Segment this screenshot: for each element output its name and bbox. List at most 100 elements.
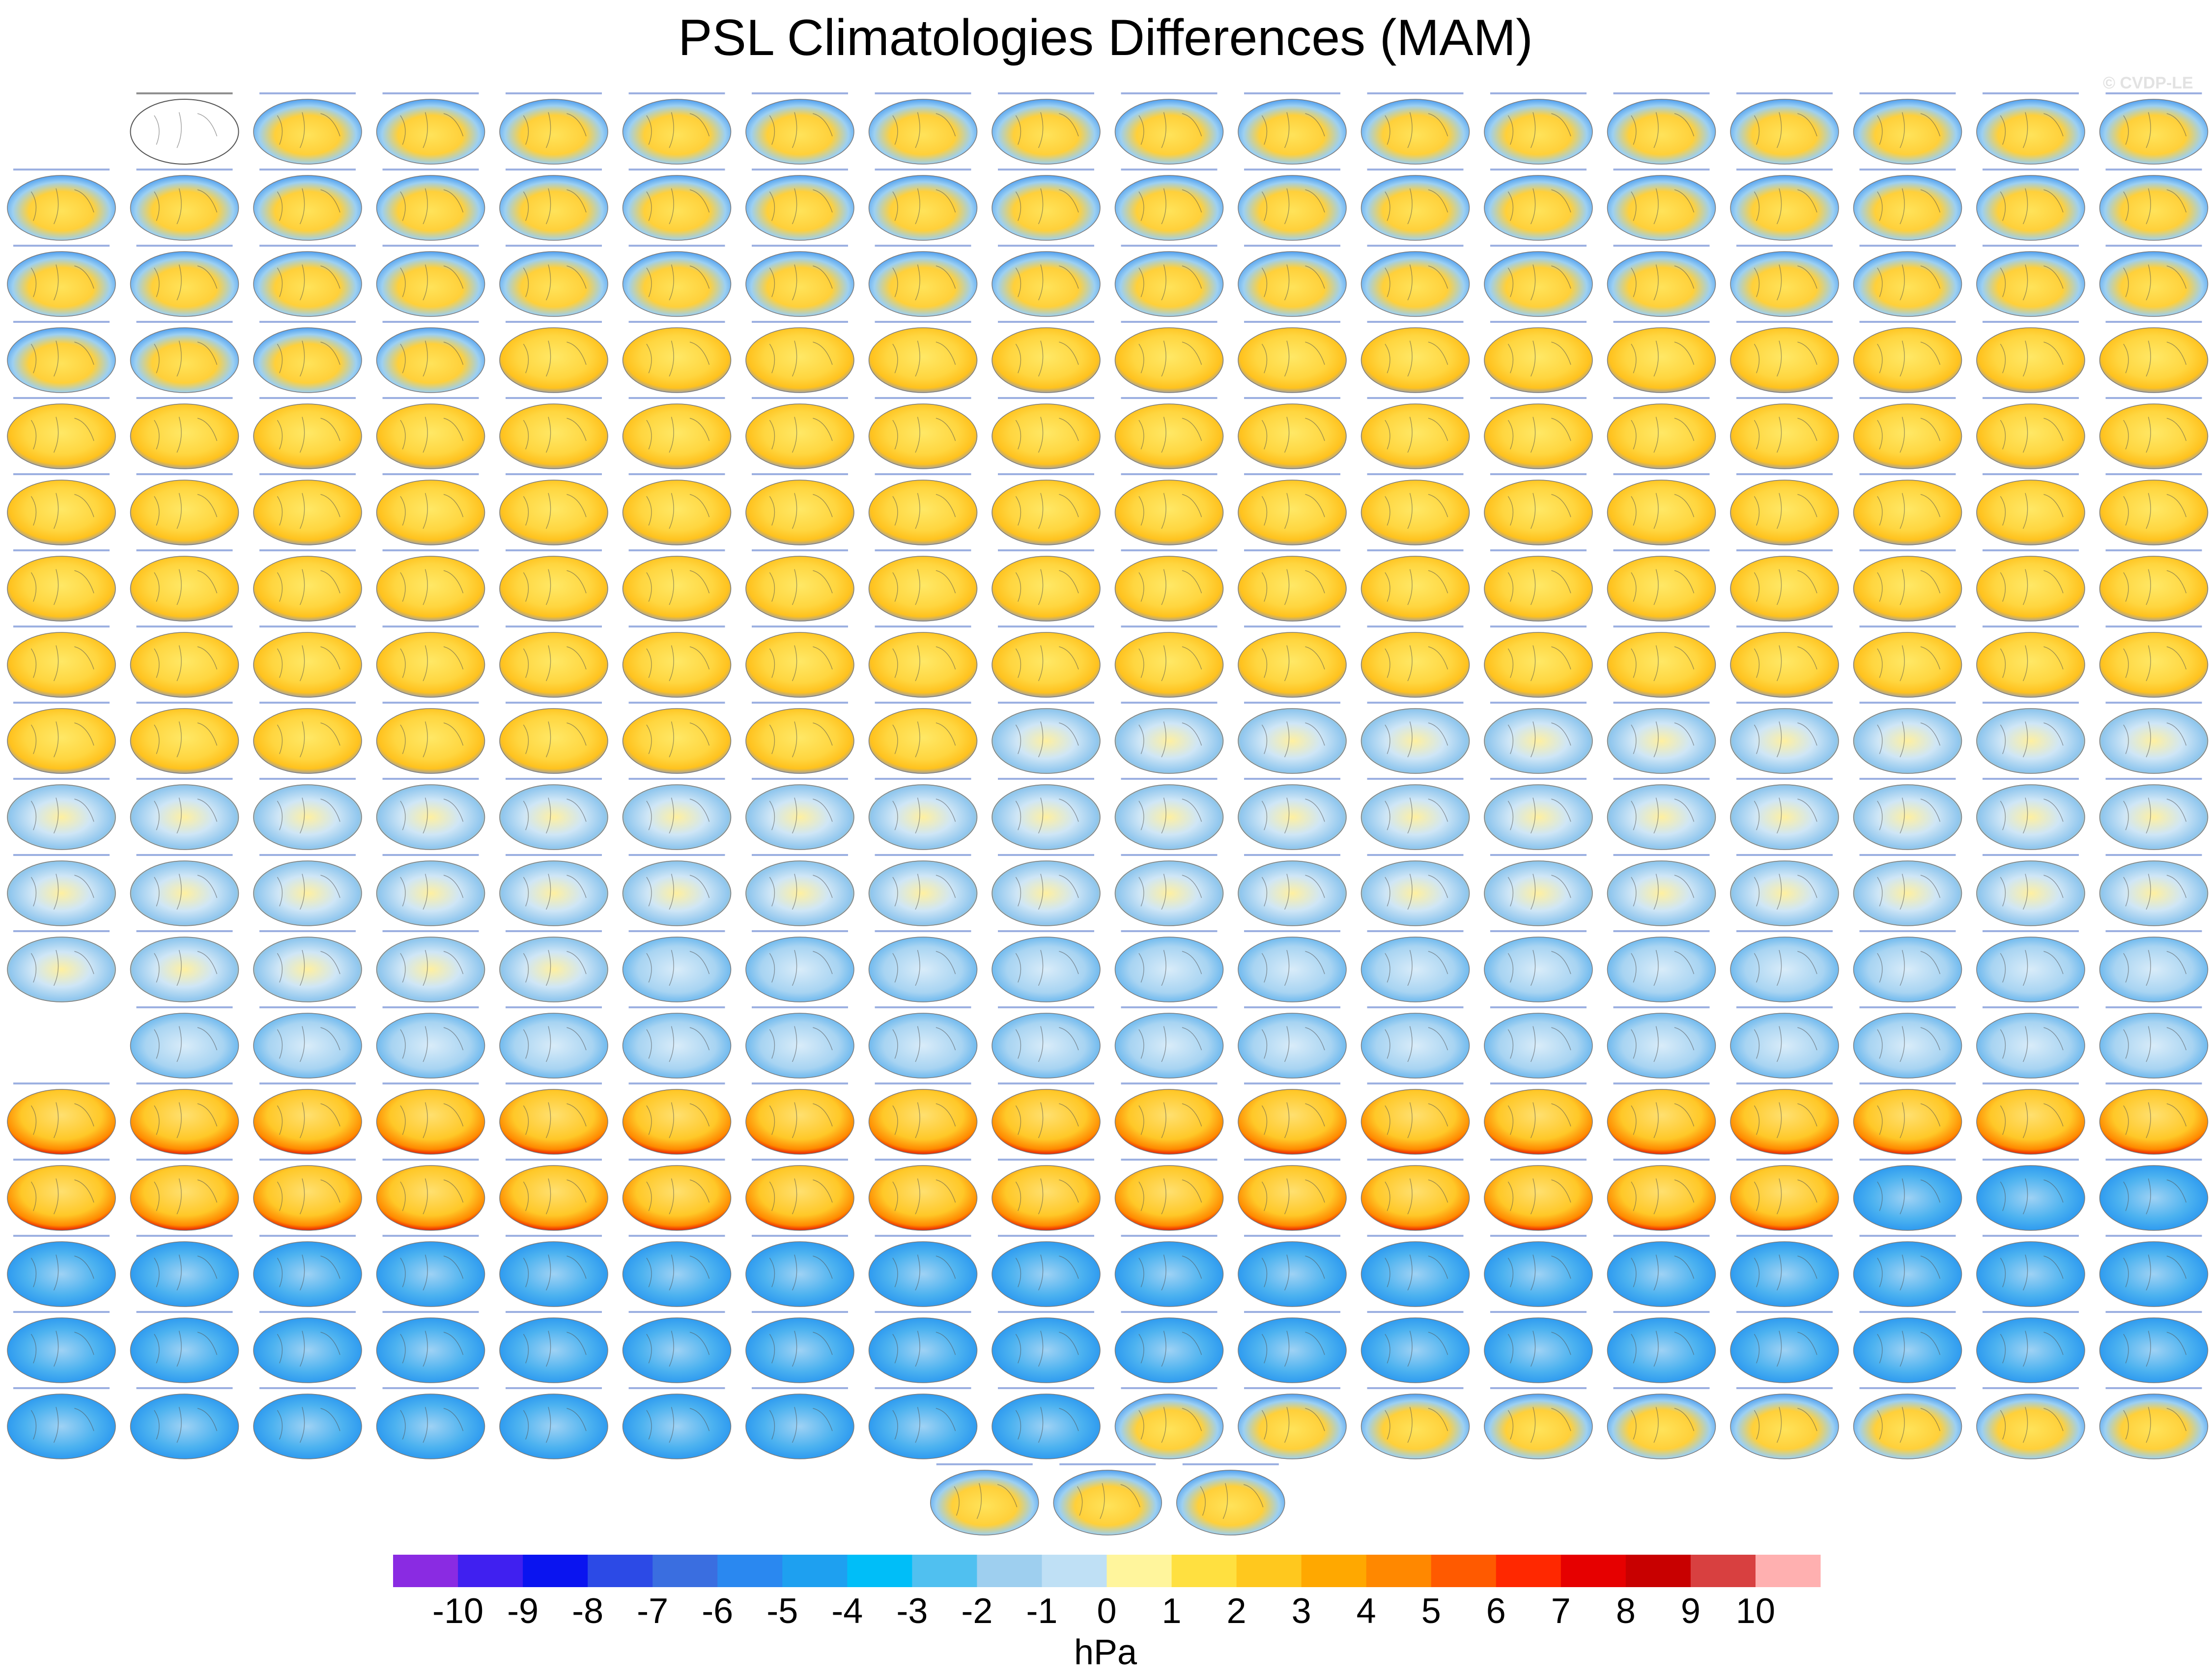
panel-caption (752, 778, 848, 780)
coastline (30, 874, 94, 910)
coastline (1631, 1331, 1695, 1367)
panel-caption (875, 1082, 971, 1084)
panel-caption (1490, 1006, 1587, 1008)
panel-caption (998, 1159, 1094, 1161)
difference-panel (376, 1089, 485, 1155)
difference-panel (1484, 251, 1593, 317)
panel-caption (628, 397, 725, 399)
coastline (400, 112, 464, 148)
difference-panel (992, 860, 1101, 926)
panel-caption (1613, 854, 1710, 856)
difference-panel (1730, 784, 1839, 850)
difference-panel (130, 251, 239, 317)
coastline (154, 493, 218, 529)
colorbar-swatch (652, 1555, 718, 1587)
panel-caption (1490, 1311, 1587, 1313)
difference-panel (2099, 99, 2209, 165)
panel-caption (506, 702, 602, 704)
coastline (277, 341, 340, 377)
difference-panel (1976, 1394, 2085, 1459)
panel-caption (1367, 473, 1464, 475)
difference-panel (499, 937, 608, 1002)
panel-caption (875, 92, 971, 94)
panel-caption (1244, 549, 1340, 551)
colorbar-tick-label: -6 (702, 1592, 734, 1631)
difference-panel (1607, 480, 1716, 545)
panel-caption (382, 1235, 479, 1237)
coastline (954, 1483, 1018, 1519)
panel-caption (1613, 1235, 1710, 1237)
panel-caption (998, 930, 1094, 932)
coastline (1261, 1407, 1325, 1443)
panel-caption (875, 626, 971, 627)
coastline (892, 188, 956, 225)
panel-caption (13, 321, 110, 323)
difference-panel (7, 1317, 116, 1383)
coastline (2000, 1178, 2064, 1215)
panel-caption (1121, 778, 1218, 780)
panel-caption (998, 778, 1094, 780)
panel-caption (1736, 245, 1833, 247)
difference-panel (1361, 175, 1470, 241)
coastline (277, 188, 340, 225)
coastline (1138, 950, 1202, 986)
coastline (1507, 188, 1571, 225)
panel-caption (1367, 92, 1464, 94)
difference-panel (745, 99, 854, 165)
difference-panel (992, 99, 1101, 165)
panel-caption (875, 245, 971, 247)
colorbar-tick-label: 4 (1356, 1592, 1376, 1631)
panel-caption (1121, 1159, 1218, 1161)
difference-panel (1114, 784, 1224, 850)
panel-caption (752, 702, 848, 704)
difference-panel (253, 937, 362, 1002)
colorbar-tick-label: -9 (507, 1592, 539, 1631)
coastline (1754, 645, 1817, 682)
difference-panel (1484, 327, 1593, 393)
coastline (1631, 645, 1695, 682)
panel-caption (259, 702, 356, 704)
coastline (1138, 417, 1202, 453)
coastline (1507, 1102, 1571, 1139)
panel-caption (1121, 930, 1218, 932)
coastline (1261, 493, 1325, 529)
panel-caption (1182, 1463, 1279, 1465)
coastline (1877, 1178, 1941, 1215)
difference-panel (1976, 1013, 2085, 1079)
coastline (2123, 645, 2187, 682)
panel-caption (752, 1311, 848, 1313)
panel-caption (628, 321, 725, 323)
coastline (1138, 1026, 1202, 1062)
coastline (2000, 874, 2064, 910)
difference-panel (1607, 175, 1716, 241)
coastline (523, 1102, 587, 1139)
difference-panel (7, 632, 116, 698)
panel-caption (875, 473, 971, 475)
panel-caption (382, 549, 479, 551)
panel-caption (628, 169, 725, 171)
coastline (1507, 1178, 1571, 1215)
coastline (30, 1254, 94, 1291)
coastline (277, 645, 340, 682)
colorbar-swatch (782, 1555, 848, 1587)
difference-panel (376, 1317, 485, 1383)
difference-panel (1114, 251, 1224, 317)
panel-caption (998, 473, 1094, 475)
coastline (1138, 797, 1202, 834)
coastline (154, 188, 218, 225)
difference-panel (622, 1241, 732, 1307)
coastline (1077, 1483, 1140, 1519)
difference-panel (499, 1013, 608, 1079)
coastline (1754, 721, 1817, 758)
difference-panel (376, 708, 485, 774)
coastline (1754, 569, 1817, 605)
coastline (1631, 112, 1695, 148)
panel-caption (259, 473, 356, 475)
difference-panel (130, 175, 239, 241)
coastline (1138, 1331, 1202, 1367)
coastline (523, 797, 587, 834)
panel-caption (1983, 169, 2079, 171)
coastline (646, 1254, 710, 1291)
difference-panel (992, 556, 1101, 622)
difference-panel (1238, 1394, 1347, 1459)
